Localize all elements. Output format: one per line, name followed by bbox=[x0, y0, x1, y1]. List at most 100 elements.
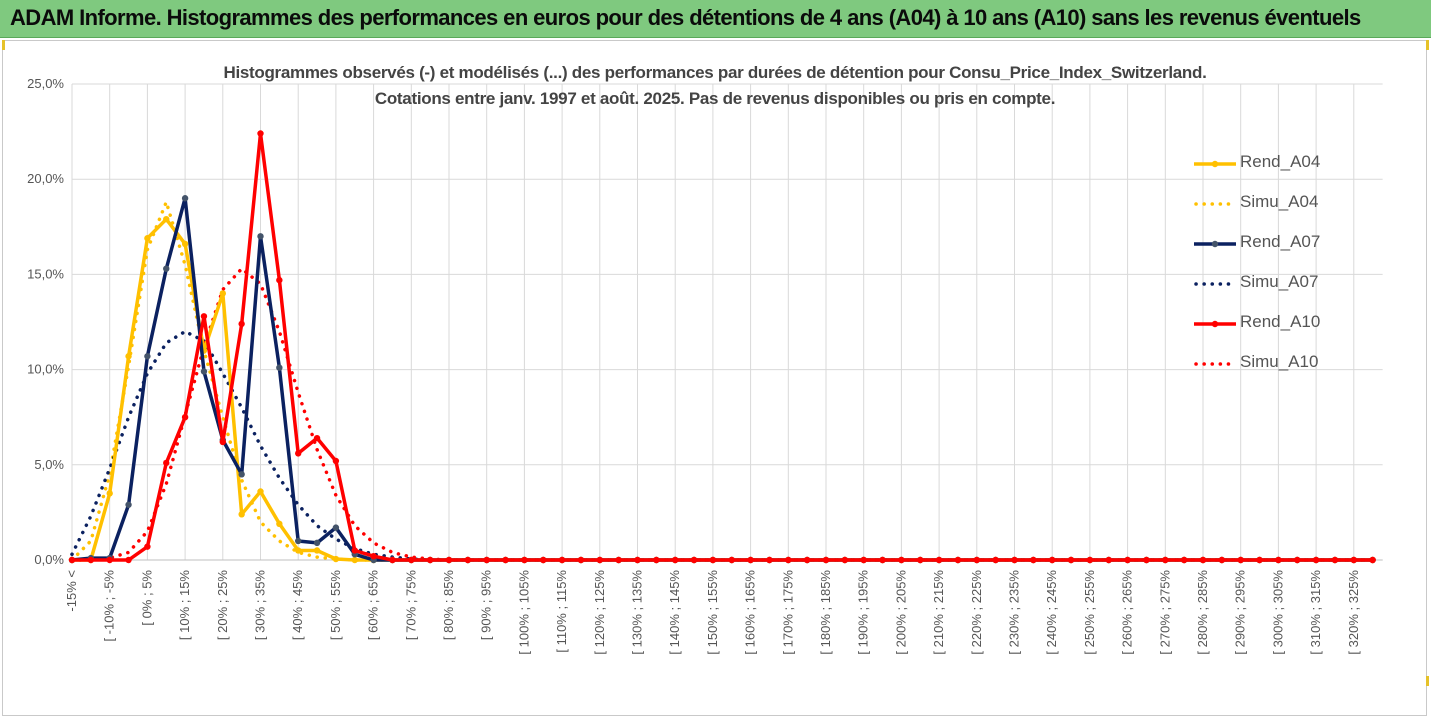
data-point-rend-a10 bbox=[672, 556, 679, 564]
legend-item-rend-a07: Rend_A07 bbox=[1190, 228, 1350, 268]
x-tick-label: [ 210% ; 215% bbox=[931, 570, 946, 655]
x-tick-label: [ 270% ; 275% bbox=[1157, 570, 1172, 655]
x-tick-label: [ 150% ; 155% bbox=[705, 570, 720, 655]
data-point-rend-a07 bbox=[144, 353, 151, 360]
data-point-rend-a10 bbox=[841, 556, 849, 564]
data-point-rend-a10 bbox=[1011, 556, 1018, 564]
data-point-rend-a10 bbox=[596, 556, 603, 564]
data-point-rend-a10 bbox=[1199, 556, 1207, 564]
data-point-rend-a10 bbox=[879, 556, 886, 564]
legend-label-rend-a10: Rend_A10 bbox=[1240, 312, 1321, 331]
x-tick-label: [ 200% ; 205% bbox=[893, 570, 908, 655]
data-point-rend-a10 bbox=[1350, 556, 1358, 564]
data-point-rend-a10 bbox=[1369, 556, 1376, 564]
x-tick-label: [ 240% ; 245% bbox=[1044, 570, 1059, 655]
x-tick-label: -15% < bbox=[64, 570, 79, 612]
legend-label-simu-a10: Simu_A10 bbox=[1240, 352, 1319, 371]
x-tick-label: [ 80% ; 85% bbox=[441, 570, 456, 641]
x-tick-label: [ 290% ; 295% bbox=[1233, 570, 1248, 655]
data-point-rend-a04 bbox=[181, 240, 189, 248]
x-tick-label: [ 180% ; 185% bbox=[818, 570, 833, 655]
data-point-rend-a10 bbox=[313, 434, 321, 442]
legend: Rend_A04 Simu_A04 Rend_A07 Simu_A07 Rend… bbox=[1190, 148, 1350, 388]
data-point-rend-a10 bbox=[106, 556, 113, 564]
data-point-rend-a10 bbox=[1275, 556, 1282, 564]
y-tick-label: 0,0% bbox=[34, 552, 64, 567]
data-point-rend-a10 bbox=[408, 556, 415, 564]
data-point-rend-a10 bbox=[1294, 556, 1301, 564]
data-point-rend-a07 bbox=[332, 524, 340, 531]
corner-mark-top-left bbox=[2, 40, 5, 50]
data-point-rend-a10 bbox=[766, 556, 773, 564]
series-line-simu-a10 bbox=[70, 266, 1375, 562]
x-tick-label: [ 190% ; 195% bbox=[856, 570, 871, 655]
x-tick-label: [ 260% ; 265% bbox=[1120, 570, 1135, 655]
data-point-rend-a10 bbox=[1105, 556, 1112, 564]
data-point-rend-a10 bbox=[935, 556, 943, 564]
data-point-rend-a10 bbox=[898, 556, 905, 564]
data-point-rend-a10 bbox=[257, 130, 264, 137]
data-point-rend-a10 bbox=[577, 556, 585, 564]
x-tick-label: [ 170% ; 175% bbox=[780, 570, 795, 655]
x-tick-label: [ 130% ; 135% bbox=[630, 570, 645, 655]
y-tick-label: 15,0% bbox=[27, 266, 64, 281]
data-point-rend-a10 bbox=[860, 556, 867, 564]
data-point-rend-a07 bbox=[125, 501, 132, 508]
x-tick-label: [ 250% ; 255% bbox=[1082, 570, 1097, 655]
y-tick-label: 10,0% bbox=[27, 362, 64, 377]
legend-swatch-simu-a04 bbox=[1194, 202, 1238, 206]
data-point-rend-a04 bbox=[125, 353, 132, 360]
x-tick-label: [ 280% ; 285% bbox=[1195, 570, 1210, 655]
y-tick-label: 5,0% bbox=[34, 457, 64, 472]
data-point-rend-a10 bbox=[690, 556, 698, 564]
data-point-rend-a10 bbox=[238, 320, 245, 328]
data-point-rend-a07 bbox=[295, 537, 302, 545]
data-point-rend-a10 bbox=[540, 556, 547, 564]
data-point-rend-a10 bbox=[1180, 556, 1188, 564]
series-line-rend-a10 bbox=[72, 131, 1373, 562]
banner-title: ADAM Informe. Histogrammes des performan… bbox=[10, 5, 1361, 30]
data-point-rend-a10 bbox=[200, 313, 208, 320]
x-tick-label: [ 60% ; 65% bbox=[366, 570, 381, 641]
data-point-rend-a10 bbox=[483, 556, 490, 564]
data-point-rend-a10 bbox=[219, 438, 226, 446]
data-point-rend-a10 bbox=[1086, 556, 1094, 564]
legend-swatch-simu-a07 bbox=[1194, 282, 1238, 286]
data-point-rend-a10 bbox=[1049, 556, 1056, 564]
series-line-simu-a04 bbox=[70, 196, 1375, 562]
x-tick-label: [ 300% ; 305% bbox=[1270, 570, 1285, 655]
data-point-rend-a10 bbox=[276, 276, 283, 284]
data-point-rend-a04 bbox=[106, 490, 113, 497]
data-point-rend-a04 bbox=[276, 520, 283, 528]
legend-item-rend-a04: Rend_A04 bbox=[1190, 148, 1350, 188]
data-point-rend-a07 bbox=[276, 364, 283, 371]
x-tick-label: [ 50% ; 55% bbox=[328, 570, 343, 641]
legend-marker bbox=[1211, 320, 1219, 328]
series-line-simu-a07 bbox=[70, 329, 1375, 562]
data-point-rend-a07 bbox=[163, 265, 170, 272]
data-point-rend-a10 bbox=[125, 556, 132, 564]
legend-label-simu-a04: Simu_A04 bbox=[1240, 192, 1319, 211]
data-point-rend-a04 bbox=[257, 488, 264, 495]
data-point-rend-a04 bbox=[332, 555, 340, 563]
data-point-rend-a10 bbox=[1312, 556, 1320, 564]
data-point-rend-a10 bbox=[1256, 556, 1263, 564]
data-point-rend-a10 bbox=[822, 556, 830, 564]
legend-swatch-rend-a07 bbox=[1194, 240, 1236, 248]
legend-marker bbox=[1211, 240, 1219, 248]
data-point-rend-a10 bbox=[181, 414, 189, 421]
corner-mark-bottom-right bbox=[1426, 676, 1429, 686]
data-point-rend-a10 bbox=[351, 547, 358, 554]
legend-item-simu-a04: Simu_A04 bbox=[1190, 188, 1350, 228]
data-point-rend-a10 bbox=[634, 556, 641, 564]
chart-title: Histogrammes observés (-) et modélisés (… bbox=[180, 60, 1250, 112]
legend-swatch-rend-a10 bbox=[1194, 320, 1236, 328]
data-point-rend-a10 bbox=[709, 556, 717, 564]
data-point-rend-a04 bbox=[351, 556, 358, 564]
x-tick-label: [ 120% ; 125% bbox=[592, 570, 607, 655]
data-point-rend-a10 bbox=[87, 556, 95, 564]
data-point-rend-a10 bbox=[144, 543, 151, 550]
chart-title-line-1: Histogrammes observés (-) et modélisés (… bbox=[223, 63, 1207, 82]
x-tick-label: [ 100% ; 105% bbox=[516, 570, 531, 655]
